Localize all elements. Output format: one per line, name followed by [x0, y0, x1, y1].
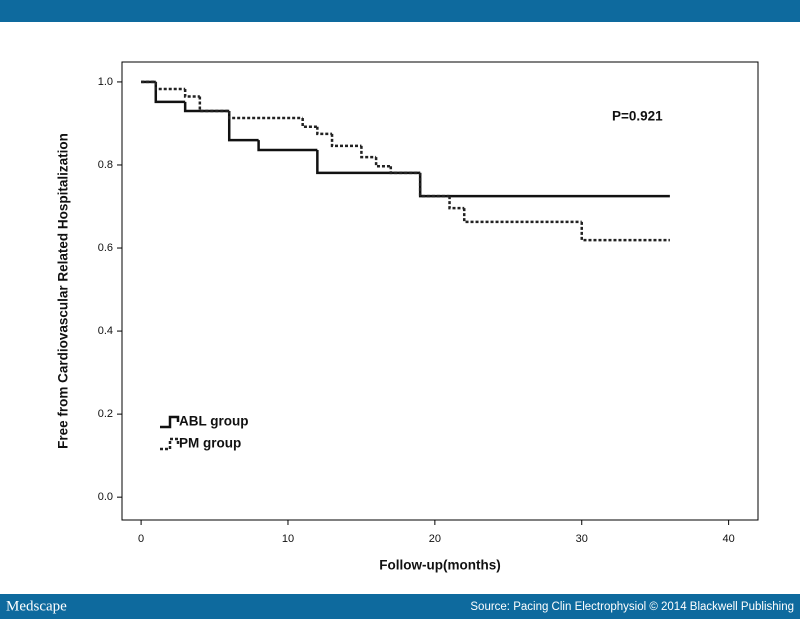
survival-step [389, 166, 421, 175]
x-tick-label: 40 [722, 533, 734, 545]
x-tick-label: 10 [282, 533, 294, 545]
legend-label: PM group [179, 436, 241, 451]
survival-step [257, 140, 318, 152]
survival-step [316, 126, 333, 136]
legend-label: ABL group [179, 414, 249, 429]
y-axis-label: Free from Cardiovascular Related Hospita… [56, 133, 71, 449]
x-axis-label: Follow-up(months) [379, 558, 500, 573]
survival-step [418, 172, 450, 198]
bottom-bar [0, 594, 800, 619]
plot-frame [121, 61, 759, 521]
annotation: P=0.921 [612, 109, 663, 124]
y-tick-label: 1.0 [98, 76, 113, 88]
survival-step [448, 196, 465, 210]
y-tick-label: 0.4 [98, 325, 113, 337]
survival-step [462, 208, 582, 224]
survival-step [301, 118, 318, 129]
x-tick-label: 30 [576, 533, 588, 545]
survival-step [154, 81, 186, 91]
survival-step [227, 110, 259, 142]
logo: Medscape [6, 598, 67, 614]
y-tick-label: 0.8 [98, 159, 113, 171]
x-tick-label: 0 [138, 533, 144, 545]
survival-step [227, 110, 303, 120]
legend-swatch [160, 415, 180, 429]
survival-step [183, 88, 200, 98]
top-bar [0, 0, 800, 22]
survival-step [316, 150, 421, 175]
survival-step [183, 101, 230, 113]
x-tick-label: 20 [429, 533, 441, 545]
survival-step [360, 145, 377, 159]
y-tick-label: 0.6 [98, 242, 113, 254]
survival-step [580, 221, 670, 242]
legend-swatch [160, 437, 180, 451]
source: Source: Pacing Clin Electrophysiol © 201… [470, 601, 794, 613]
y-tick-label: 0.0 [98, 491, 113, 503]
y-tick-label: 0.2 [98, 408, 113, 420]
survival-step [330, 133, 362, 148]
